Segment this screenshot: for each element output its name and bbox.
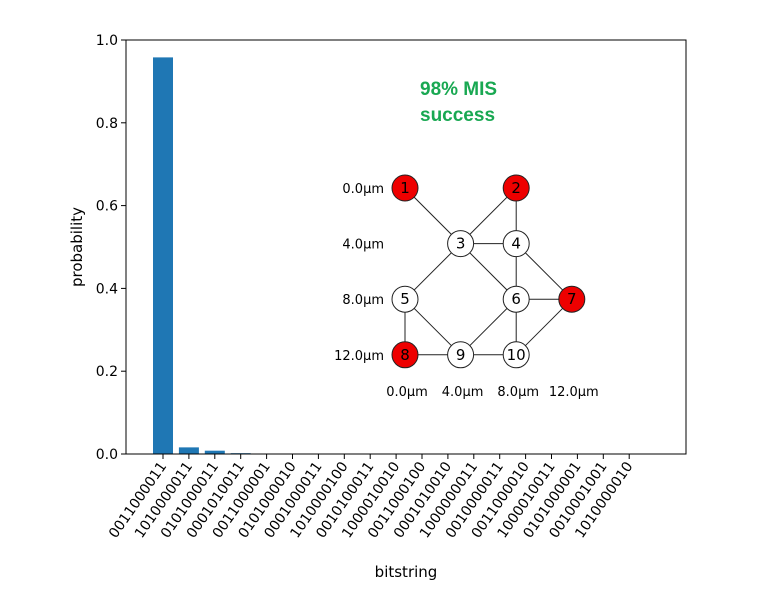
graph-edges — [404, 187, 573, 356]
bar — [204, 450, 225, 454]
graph-node — [502, 285, 530, 313]
column-coordinate-label: 0.0μm — [386, 385, 428, 400]
graph-node — [502, 341, 530, 369]
graph-node-label: 9 — [456, 346, 466, 364]
y-axis: 0.0 0.2 0.4 0.6 0.8 1.0 — [96, 33, 126, 463]
row-coordinate-label: 4.0μm — [342, 238, 384, 253]
graph-node — [447, 230, 475, 258]
x-axis: 0011000011101000001101010000110001010011… — [106, 454, 636, 541]
graph-node-label: 10 — [507, 346, 526, 364]
y-axis-label: probability — [68, 207, 86, 287]
column-coordinate-label: 12.0μm — [549, 385, 599, 400]
x-axis-label: bitstring — [375, 563, 438, 581]
graph-node-label: 2 — [511, 179, 521, 197]
graph-node-label: 3 — [456, 235, 466, 253]
plot-frame — [125, 39, 687, 455]
y-tick-label: 0.8 — [96, 116, 118, 132]
y-tick-label: 1.0 — [96, 33, 118, 49]
column-coordinate-label: 8.0μm — [497, 385, 539, 400]
annotation-line-2: success — [420, 105, 495, 126]
column-coordinate-label: 4.0μm — [442, 385, 484, 400]
bar — [178, 447, 199, 454]
graph-node — [391, 285, 419, 313]
graph-node-label: 7 — [567, 290, 577, 308]
row-coordinate-label: 8.0μm — [342, 293, 384, 308]
graph-node — [502, 174, 530, 202]
row-coordinate-label: 12.0μm — [334, 349, 384, 364]
graph-node — [502, 230, 530, 258]
y-tick-label: 0.4 — [96, 281, 118, 297]
y-tick-label: 0.0 — [96, 447, 118, 463]
graph-node — [558, 285, 586, 313]
graph-node-label: 5 — [400, 290, 410, 308]
graph-node-label: 1 — [400, 179, 410, 197]
graph-nodes: 1 2 3 4 5 6 7 8 9 10 — [391, 174, 586, 369]
bar — [153, 57, 173, 454]
row-coordinate-label: 0.0μm — [342, 182, 384, 197]
graph-node — [391, 341, 419, 369]
inset-graph: 1 2 3 4 5 6 7 8 9 10 0.0μm 4.0μm 8.0μm 12.0μm 0.0μm 4.… — [334, 174, 599, 400]
graph-node-label: 4 — [511, 235, 521, 253]
graph-coordinate-labels: 0.0μm 4.0μm 8.0μm 12.0μm 0.0μm 4.0μm 8.0μm 12.0… — [334, 182, 599, 400]
graph-node — [447, 341, 475, 369]
graph-node-label: 8 — [400, 346, 410, 364]
annotation-line-1: 98% MIS — [420, 79, 497, 100]
y-tick-label: 0.6 — [96, 199, 118, 215]
graph-node — [391, 174, 419, 202]
y-tick-label: 0.2 — [96, 364, 118, 380]
graph-node-label: 6 — [511, 290, 521, 308]
